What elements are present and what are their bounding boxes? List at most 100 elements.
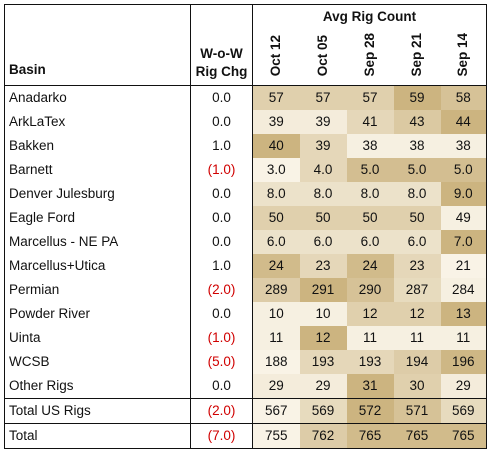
rig-count-cell: 188 [252, 349, 300, 374]
rig-count-cell: 39 [299, 109, 347, 134]
rig-count-cell: 12 [299, 325, 347, 350]
date-header-label: Sep 14 [455, 33, 471, 77]
wow-change-column-header: W-o-W Rig Chg [190, 4, 253, 86]
basin-row: Powder River 0.0 10 10 12 12 13 [4, 301, 488, 326]
date-header-label: Sep 21 [409, 33, 424, 77]
rig-count-cell: 57 [252, 85, 300, 110]
rig-count-cell: 40 [252, 133, 300, 158]
rig-count-cell: 24 [252, 253, 300, 278]
date-header-label: Sep 28 [362, 33, 377, 77]
basin-row: Anadarko 0.0 57 57 57 59 58 [4, 85, 488, 110]
rig-count-cell: 57 [346, 85, 394, 110]
date-header-label: Oct 12 [268, 35, 284, 77]
rig-count-cell: 49 [440, 205, 488, 230]
wow-change-value: 0.0 [190, 85, 253, 110]
basin-name: Bakken [4, 133, 191, 158]
date-column-header: Oct 12 [252, 29, 300, 86]
rig-count-cell: 50 [346, 205, 394, 230]
date-column-header: Oct 05 [299, 29, 347, 86]
rig-count-cell: 8.0 [393, 181, 441, 206]
rig-count-cell: 8.0 [252, 181, 300, 206]
basin-row: WCSB (5.0) 188 193 193 194 196 [4, 349, 488, 374]
rig-count-cell: 39 [299, 133, 347, 158]
rig-count-cell: 762 [299, 422, 347, 449]
rig-count-cell: 4.0 [299, 157, 347, 182]
rig-count-cell: 43 [393, 109, 441, 134]
rig-count-cell: 3.0 [252, 157, 300, 182]
rig-count-cell: 30 [393, 373, 441, 399]
basin-name: Denver Julesburg [4, 181, 191, 206]
rig-count-cell: 13 [440, 301, 488, 326]
rig-count-cell: 196 [440, 349, 488, 374]
rig-count-cell: 569 [440, 397, 488, 424]
basin-name: Powder River [4, 301, 191, 326]
basin-name: Marcellus+Utica [4, 253, 191, 278]
rig-count-cell: 290 [346, 277, 394, 302]
basin-row: Denver Julesburg 0.0 8.0 8.0 8.0 8.0 9.0 [4, 181, 488, 206]
wow-change-value: 0.0 [190, 229, 253, 254]
wow-change-value: (2.0) [190, 277, 253, 302]
rig-count-cell: 12 [346, 301, 394, 326]
rig-count-cell: 194 [393, 349, 441, 374]
rig-count-cell: 6.0 [299, 229, 347, 254]
rig-count-cell: 6.0 [252, 229, 300, 254]
rig-count-cell: 24 [346, 253, 394, 278]
basin-name: Permian [4, 277, 191, 302]
rig-count-cell: 6.0 [393, 229, 441, 254]
wow-change-value: 0.0 [190, 373, 253, 399]
date-column-header: Sep 14 [440, 29, 488, 86]
rig-count-cell: 29 [299, 373, 347, 399]
wow-header-line1: W-o-W [200, 45, 243, 61]
wow-change-value: (1.0) [190, 325, 253, 350]
rig-count-cell: 31 [346, 373, 394, 399]
rig-count-cell: 21 [440, 253, 488, 278]
wow-header-line2: Rig Chg [195, 63, 248, 79]
basin-row: Bakken 1.0 40 39 38 38 38 [4, 133, 488, 158]
rig-count-cell: 765 [346, 422, 394, 449]
rig-count-cell: 59 [393, 85, 441, 110]
rig-count-cell: 38 [440, 133, 488, 158]
basin-row: Eagle Ford 0.0 50 50 50 50 49 [4, 205, 488, 230]
basin-name: Uinta [4, 325, 191, 350]
rig-count-cell: 41 [346, 109, 394, 134]
rig-count-cell: 44 [440, 109, 488, 134]
wow-change-value: (2.0) [190, 397, 253, 424]
rig-count-cell: 5.0 [393, 157, 441, 182]
rig-count-cell: 765 [440, 422, 488, 449]
rig-count-cell: 8.0 [299, 181, 347, 206]
grand-total-row: Total (7.0) 755 762 765 765 765 [4, 422, 488, 449]
basin-name: Total [4, 422, 191, 449]
rig-count-cell: 23 [393, 253, 441, 278]
basin-row: Permian (2.0) 289 291 290 287 284 [4, 277, 488, 302]
rig-count-cell: 572 [346, 397, 394, 424]
rig-count-cell: 289 [252, 277, 300, 302]
rig-count-cell: 11 [440, 325, 488, 350]
rig-count-cell: 57 [299, 85, 347, 110]
rig-count-cell: 193 [299, 349, 347, 374]
rig-count-cell: 5.0 [440, 157, 488, 182]
basin-row: Marcellus - NE PA 0.0 6.0 6.0 6.0 6.0 7.0 [4, 229, 488, 254]
rig-count-cell: 11 [393, 325, 441, 350]
rig-count-cell: 23 [299, 253, 347, 278]
basin-row: ArkLaTex 0.0 39 39 41 43 44 [4, 109, 488, 134]
wow-change-value: (1.0) [190, 157, 253, 182]
basin-header-label: Basin [9, 61, 46, 77]
rig-count-cell: 8.0 [346, 181, 394, 206]
rig-count-cell: 7.0 [440, 229, 488, 254]
basin-row: Uinta (1.0) 11 12 11 11 11 [4, 325, 488, 350]
rig-count-cell: 11 [346, 325, 394, 350]
basin-name: WCSB [4, 349, 191, 374]
basin-name: Total US Rigs [4, 397, 191, 424]
basin-name: ArkLaTex [4, 109, 191, 134]
rig-count-cell: 58 [440, 85, 488, 110]
basin-name: Anadarko [4, 85, 191, 110]
basin-row: Other Rigs 0.0 29 29 31 30 29 [4, 373, 488, 399]
rig-count-cell: 569 [299, 397, 347, 424]
rig-count-cell: 50 [252, 205, 300, 230]
group-header-label: Avg Rig Count [322, 9, 417, 24]
total-us-rigs-row: Total US Rigs (2.0) 567 569 572 571 569 [4, 397, 488, 424]
wow-change-value: (7.0) [190, 422, 253, 449]
rig-count-cell: 10 [252, 301, 300, 326]
rig-count-cell: 571 [393, 397, 441, 424]
rig-count-cell: 193 [346, 349, 394, 374]
